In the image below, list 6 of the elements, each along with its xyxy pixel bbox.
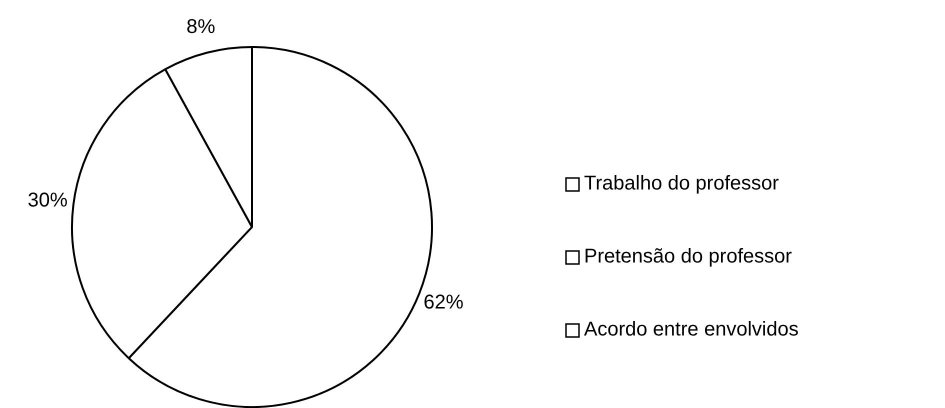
data-label: 30% (28, 190, 68, 212)
legend-label: Acordo entre envolvidos (584, 318, 799, 341)
data-label: 8% (186, 16, 216, 38)
legend-label: Pretensão do professor (584, 246, 792, 268)
data-label: 62% (424, 291, 464, 314)
legend-label: Trabalho do professor (584, 172, 780, 195)
